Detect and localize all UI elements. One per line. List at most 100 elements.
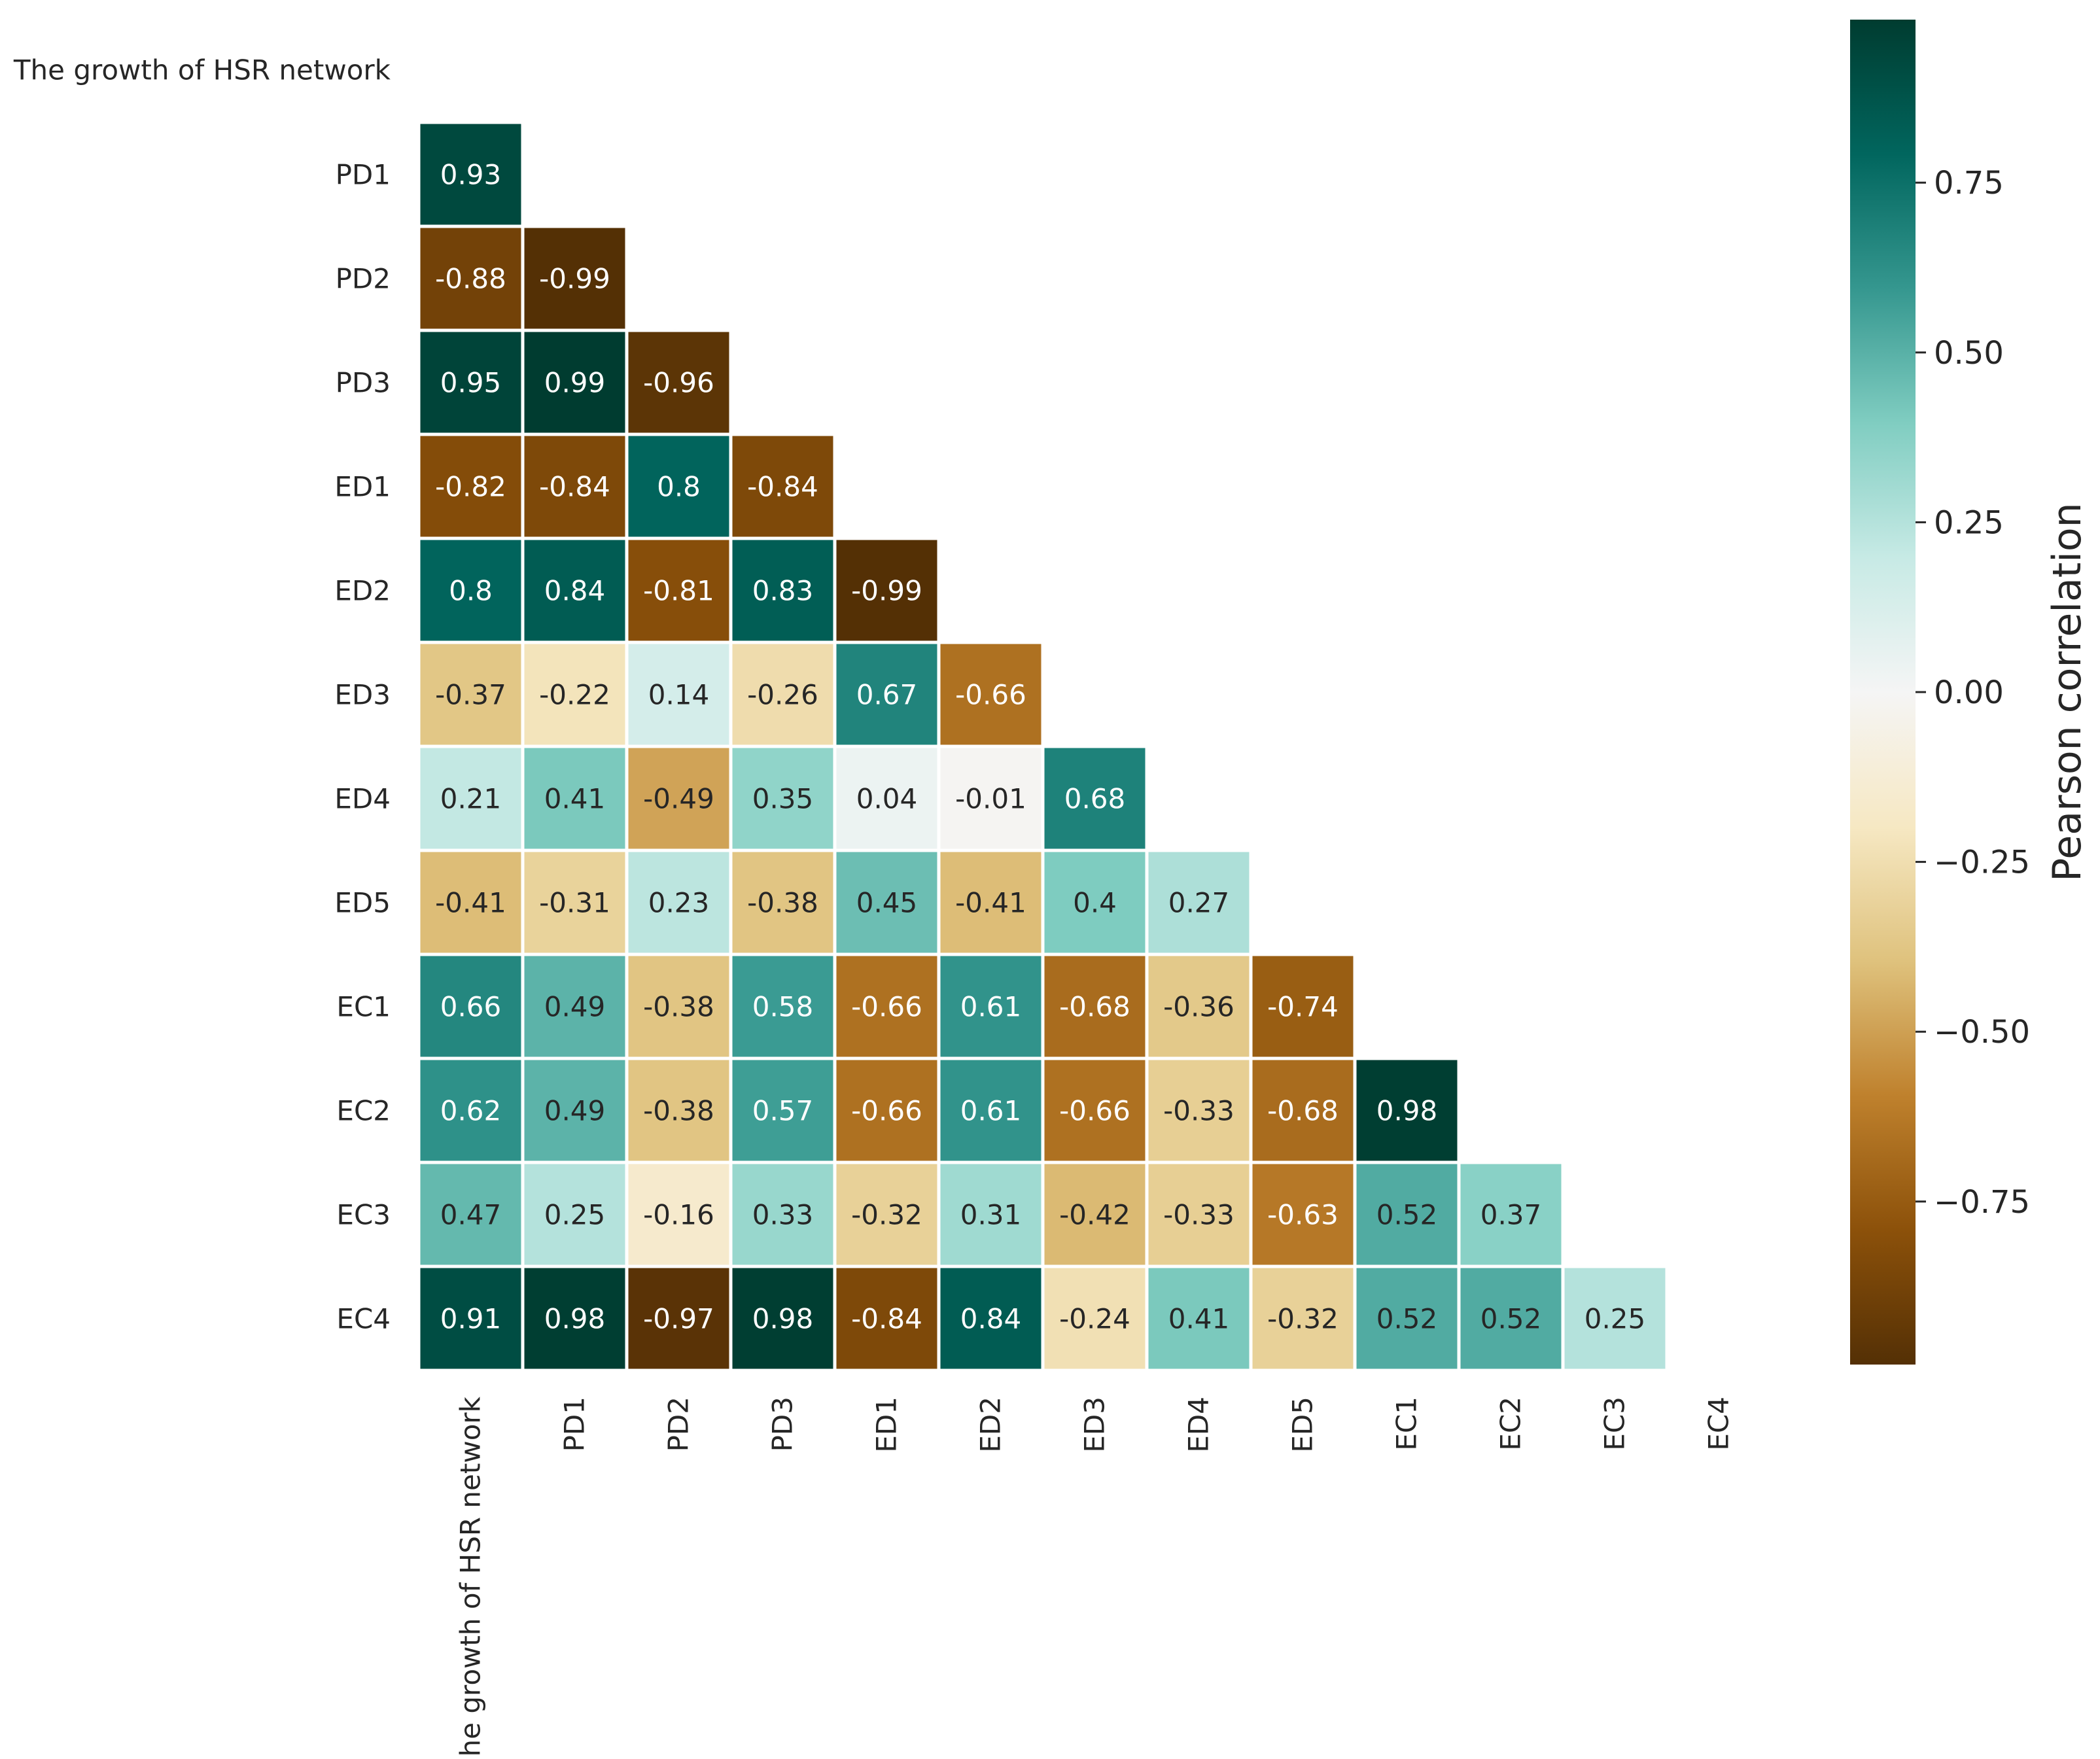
cell-value-label: 0.14 — [648, 679, 710, 711]
cell-value-label: 0.99 — [544, 367, 606, 399]
cell-value-label: 0.31 — [960, 1199, 1022, 1231]
cell-value-label: 0.47 — [440, 1199, 502, 1231]
cell-value-label: -0.26 — [747, 679, 818, 711]
heatmap-cell — [420, 956, 521, 1057]
heatmap-cell — [628, 1268, 729, 1369]
colorbar-tick-label: −0.25 — [1934, 845, 2030, 881]
cell-value-label: 0.62 — [440, 1095, 502, 1127]
cell-value-label: -0.66 — [955, 679, 1026, 711]
cell-value-label: -0.66 — [851, 1095, 922, 1127]
heatmap-cell — [628, 1164, 729, 1265]
cell-value-label: -0.68 — [1059, 991, 1130, 1023]
heatmap-cell — [940, 956, 1041, 1057]
heatmap-cell — [628, 748, 729, 849]
heatmap-cell — [524, 332, 625, 433]
y-tick-label: EC1 — [336, 991, 391, 1023]
cell-value-label: -0.33 — [1163, 1199, 1234, 1231]
cell-value-label: -0.31 — [539, 887, 610, 919]
heatmap-cell — [732, 956, 833, 1057]
heatmap-cell — [1044, 1164, 1146, 1265]
heatmap-cell — [1252, 1060, 1354, 1161]
x-tick-label: PD3 — [767, 1397, 799, 1452]
colorbar-tick-label: 0.00 — [1934, 674, 2004, 711]
cell-value-label: 0.8 — [657, 471, 701, 503]
cell-value-label: 0.98 — [752, 1303, 814, 1335]
heatmap-cell — [1148, 956, 1250, 1057]
cell-value-label: -0.32 — [1267, 1303, 1339, 1335]
x-tick-label: ED1 — [871, 1397, 903, 1453]
cell-value-label: 0.41 — [1168, 1303, 1230, 1335]
cell-value-label: -0.01 — [955, 783, 1026, 815]
cell-value-label: 0.98 — [1376, 1095, 1438, 1127]
heatmap-cell — [836, 852, 937, 953]
heatmap-cell — [1460, 1268, 1562, 1369]
cell-value-label: -0.38 — [747, 887, 818, 919]
cell-value-label: -0.66 — [1059, 1095, 1130, 1127]
cell-value-label: -0.49 — [643, 783, 714, 815]
heatmap-cell — [732, 852, 833, 953]
x-tick-label: EC1 — [1391, 1397, 1423, 1451]
x-tick-label: ED5 — [1287, 1397, 1319, 1453]
heatmap-cell — [524, 436, 625, 537]
heatmap-cell — [732, 1164, 833, 1265]
cell-value-label: -0.63 — [1267, 1199, 1339, 1231]
heatmap-cell — [940, 1164, 1041, 1265]
heatmap-cell — [940, 1268, 1041, 1369]
cell-value-label: 0.66 — [440, 991, 502, 1023]
y-tick-label: EC2 — [336, 1095, 391, 1127]
heatmap-cell — [628, 540, 729, 641]
cell-value-label: -0.88 — [435, 263, 506, 295]
x-tick-label: PD1 — [559, 1397, 591, 1452]
cell-value-label: 0.21 — [440, 783, 502, 815]
cell-value-label: -0.84 — [539, 471, 610, 503]
heatmap-cell — [628, 644, 729, 745]
heatmap-cell — [628, 852, 729, 953]
cell-value-label: 0.52 — [1480, 1303, 1542, 1335]
heatmap-cell — [524, 540, 625, 641]
heatmap-cell — [1044, 1060, 1146, 1161]
cell-value-label: -0.68 — [1267, 1095, 1339, 1127]
heatmap-cell — [732, 644, 833, 745]
x-tick-label: ED3 — [1079, 1397, 1111, 1453]
cell-value-label: -0.41 — [435, 887, 506, 919]
cell-value-label: -0.99 — [539, 263, 610, 295]
heatmap-cell — [1044, 852, 1146, 953]
cell-value-label: -0.81 — [643, 575, 714, 607]
cell-value-label: -0.84 — [851, 1303, 922, 1335]
heatmap-cell — [420, 124, 521, 225]
heatmap-cell — [836, 956, 937, 1057]
y-tick-label: The growth of HSR network — [13, 54, 391, 86]
heatmap-cell — [628, 1060, 729, 1161]
heatmap-cells: 0.93 -0.88 -0.99 0.95 0.99 -0.96 -0.82 -0.84 0.8… — [420, 124, 1666, 1369]
cell-value-label: 0.52 — [1376, 1303, 1438, 1335]
heatmap-cell — [524, 748, 625, 849]
cell-value-label: 0.41 — [544, 783, 606, 815]
cell-value-label: -0.82 — [435, 471, 506, 503]
heatmap-cell — [732, 540, 833, 641]
cell-value-label: 0.61 — [960, 1095, 1022, 1127]
cell-value-label: -0.66 — [851, 991, 922, 1023]
heatmap-cell — [420, 332, 521, 433]
cell-value-label: 0.23 — [648, 887, 710, 919]
y-tick-label: ED5 — [334, 887, 391, 919]
heatmap-cell — [420, 540, 521, 641]
x-axis-labels: The growth of HSR network PD1 PD2 PD3 ED1 ED2… — [455, 1396, 1735, 1759]
heatmap-cell — [836, 748, 937, 849]
x-tick-label: EC3 — [1599, 1397, 1631, 1451]
heatmap-cell — [1356, 1060, 1458, 1161]
cell-value-label: -0.84 — [747, 471, 818, 503]
cell-value-label: 0.67 — [856, 679, 918, 711]
heatmap-cell — [732, 1060, 833, 1161]
cell-value-label: -0.24 — [1059, 1303, 1130, 1335]
heatmap-cell — [420, 228, 521, 329]
heatmap-cell — [524, 228, 625, 329]
cell-value-label: 0.95 — [440, 367, 502, 399]
y-tick-label: EC4 — [336, 1303, 391, 1335]
cell-value-label: 0.4 — [1073, 887, 1117, 919]
cell-value-label: 0.58 — [752, 991, 814, 1023]
cell-value-label: -0.96 — [643, 367, 714, 399]
cell-value-label: 0.37 — [1480, 1199, 1542, 1231]
cell-value-label: -0.22 — [539, 679, 610, 711]
heatmap-cell — [1460, 1164, 1562, 1265]
